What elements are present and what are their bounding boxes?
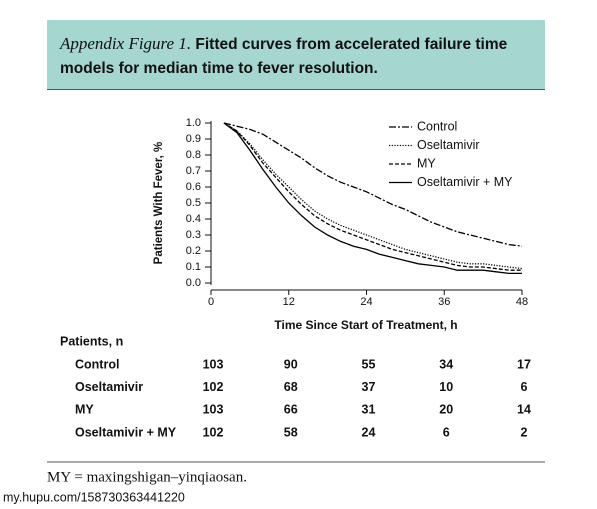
title-box: Appendix Figure 1. Fitted curves from ac… [47,20,545,90]
legend-label: MY [417,156,436,170]
table-row-label: Control [75,357,119,371]
table-cell: 103 [203,357,224,371]
series-line [223,122,523,270]
table-cell: 58 [284,425,298,439]
table-cell: 24 [362,425,376,439]
series-line [223,122,522,271]
y-tick-label: 0.4 [186,213,201,225]
table-cell: 103 [203,403,224,417]
table-cell: 10 [439,380,453,394]
x-tick-label: 12 [283,296,295,308]
chart-title: Fitted curves from accelerated failure t… [60,36,508,77]
table-cell: 34 [439,357,453,371]
series-line [223,122,523,247]
table-row-label: Oseltamivir [75,380,143,394]
figure-label: Appendix Figure 1. [60,34,192,53]
y-tick-label: 0.0 [186,277,201,289]
y-tick-label: 0.1 [186,261,201,273]
table-row-label: MY [75,403,94,417]
table-cell: 17 [517,357,531,371]
footnote: MY = maxingshigan–yinqiaosan. [47,469,247,485]
table-cell: 14 [517,403,531,417]
x-axis-label: Time Since Start of Treatment, h [274,318,457,332]
table-cell: 90 [284,357,298,371]
legend-label: Oseltamivir [417,138,480,152]
y-axis-label: Patients With Fever, % [153,142,165,265]
table-cell: 37 [362,380,376,394]
watermark: my.hupu.com/158730363441220 [3,490,185,504]
y-tick-label: 0.5 [186,197,201,209]
y-tick-label: 0.6 [186,181,201,193]
y-tick-label: 0.7 [186,165,201,177]
x-tick-label: 36 [438,296,450,308]
table-cell: 55 [362,357,376,371]
table-cell: 102 [203,425,224,439]
x-tick-label: 0 [208,296,214,308]
table-cell: 2 [521,425,528,439]
table-cell: 6 [521,380,528,394]
table-cell: 20 [439,403,453,417]
table-cell: 102 [203,380,224,394]
legend-label: Oseltamivir + MY [417,175,513,189]
y-tick-label: 0.8 [186,149,201,161]
y-tick-label: 0.3 [186,229,201,241]
table-header: Patients, n [60,334,123,348]
legend-label: Control [417,119,457,133]
table-cell: 31 [362,403,376,417]
y-tick-label: 0.9 [186,133,201,145]
y-tick-label: 1.0 [186,117,201,129]
table-cell: 66 [284,403,298,417]
table-cell: 68 [284,380,298,394]
table-row-label: Oseltamivir + MY [75,425,177,439]
x-tick-label: 48 [516,296,528,308]
series-line [223,122,522,275]
x-tick-label: 24 [360,296,372,308]
table-cell: 6 [443,425,450,439]
y-tick-label: 0.2 [186,245,201,257]
